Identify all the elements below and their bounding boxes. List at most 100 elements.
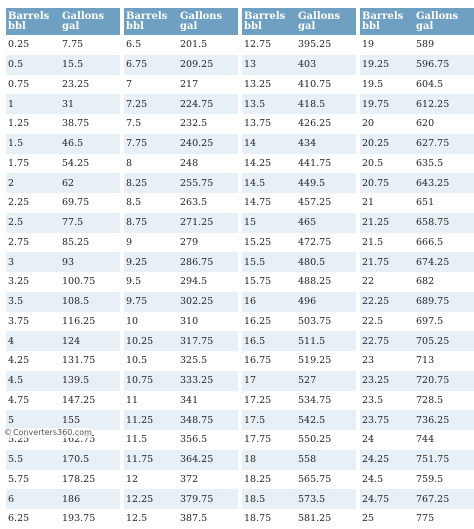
table-row: 4 124	[6, 331, 120, 351]
barrels-cell: 10.5	[124, 351, 178, 371]
table-row: 6.75 209.25	[124, 54, 238, 75]
barrels-cell: 7.5	[124, 114, 178, 134]
header-row: Barrels bbl Gallons gal	[6, 8, 120, 35]
barrels-cell: 11.75	[124, 449, 178, 470]
table-row: 23.5 728.5	[360, 390, 474, 411]
table-row: 20 620	[360, 114, 474, 134]
barrels-cell: 5.5	[6, 449, 60, 470]
barrels-cell: 17.5	[242, 410, 296, 430]
barrels-cell: 12	[124, 469, 178, 490]
gallons-cell: 410.75	[296, 74, 356, 95]
gallons-cell: 612.25	[414, 94, 474, 114]
table-row: 7.5 232.5	[124, 114, 238, 134]
table-row: 18 558	[242, 449, 356, 470]
table-row: 5.5 170.5	[6, 449, 120, 470]
table-row: 14.5 449.5	[242, 173, 356, 193]
gallons-cell: 46.5	[60, 133, 120, 154]
barrels-cell: 22.75	[360, 331, 414, 351]
table-row: 22.25 689.75	[360, 291, 474, 312]
gallons-cell: 736.25	[414, 410, 474, 430]
table-row: 21 651	[360, 193, 474, 213]
header-barrels: Barrels bbl	[6, 8, 60, 35]
gallons-cell: 372	[178, 469, 238, 490]
gallons-cell: 573.5	[296, 489, 356, 509]
table-row: 14 434	[242, 133, 356, 154]
barrels-cell: 21.5	[360, 232, 414, 253]
barrels-cell: 25	[360, 509, 414, 529]
gallons-cell: 596.75	[414, 54, 474, 75]
table-row: 14.75 457.25	[242, 193, 356, 213]
gallons-cell: 31	[60, 94, 120, 114]
gallons-cell: 341	[178, 390, 238, 411]
table-row: 13 403	[242, 54, 356, 75]
gallons-cell: 147.25	[60, 390, 120, 411]
table-row: 21.5 666.5	[360, 232, 474, 253]
table-row: 9.25 286.75	[124, 252, 238, 272]
gallons-cell: 635.5	[414, 153, 474, 174]
barrels-cell: 4	[6, 331, 60, 351]
barrels-cell: 13.75	[242, 114, 296, 134]
gallons-cell: 364.25	[178, 449, 238, 470]
barrels-cell: 9	[124, 232, 178, 253]
table-row: 2.75 85.25	[6, 232, 120, 253]
gallons-cell: 395.25	[296, 35, 356, 55]
table-row: 17.75 550.25	[242, 430, 356, 450]
barrels-cell: 21	[360, 193, 414, 213]
table-row: 24 744	[360, 430, 474, 450]
table-row: 20.25 627.75	[360, 133, 474, 154]
barrels-cell: 3.5	[6, 291, 60, 312]
gallons-cell: 728.5	[414, 390, 474, 411]
table-row: 6.25 193.75	[6, 509, 120, 529]
gallons-cell: 279	[178, 232, 238, 253]
header-row: Barrels bbl Gallons gal	[124, 8, 238, 35]
table-row: 23 713	[360, 351, 474, 371]
barrels-cell: 21.25	[360, 212, 414, 233]
header-barrels: Barrels bbl	[242, 8, 296, 35]
barrels-cell: 12.75	[242, 35, 296, 55]
barrels-cell: 4.25	[6, 351, 60, 371]
barrels-cell: 15.25	[242, 232, 296, 253]
table-row: 5.75 178.25	[6, 469, 120, 490]
gallons-cell: 558	[296, 449, 356, 470]
gallons-cell: 449.5	[296, 173, 356, 193]
table-row: 18.75 581.25	[242, 509, 356, 529]
gallons-cell: 116.25	[60, 311, 120, 332]
barrels-cell: 16.25	[242, 311, 296, 332]
table-row: 4.75 147.25	[6, 390, 120, 411]
barrels-cell: 0.5	[6, 54, 60, 75]
gallons-cell: 54.25	[60, 153, 120, 174]
table-row: 19.25 596.75	[360, 54, 474, 75]
barrels-cell: 22	[360, 272, 414, 292]
table-row: 24.25 751.75	[360, 449, 474, 470]
table-row: 22.5 697.5	[360, 311, 474, 332]
header-gallons: Gallons gal	[414, 8, 474, 35]
gallons-cell: 232.5	[178, 114, 238, 134]
gallons-cell: 759.5	[414, 469, 474, 490]
table-row: 15 465	[242, 212, 356, 233]
conversion-table-4: Barrels bbl Gallons gal 19 589 19.25 596.75 19.5…	[360, 8, 474, 529]
table-row: 11.25 348.75	[124, 410, 238, 430]
gallons-cell: 348.75	[178, 410, 238, 430]
table-row: 7.25 224.75	[124, 94, 238, 114]
table-row: 3.5 108.5	[6, 291, 120, 312]
barrels-cell: 12.25	[124, 489, 178, 509]
gallons-cell: 178.25	[60, 469, 120, 490]
barrels-cell: 1.5	[6, 133, 60, 154]
gallons-cell: 100.75	[60, 272, 120, 292]
gallons-cell: 294.5	[178, 272, 238, 292]
gallons-cell: 465	[296, 212, 356, 233]
barrels-cell: 2	[6, 173, 60, 193]
table-row: 0.25 7.75	[6, 35, 120, 55]
barrels-cell: 15.75	[242, 272, 296, 292]
gallons-cell: 542.5	[296, 410, 356, 430]
copyright-symbol: ©	[4, 428, 12, 437]
gallons-cell: 627.75	[414, 133, 474, 154]
gallons-cell: 403	[296, 54, 356, 75]
barrels-cell: 20.5	[360, 153, 414, 174]
gallons-cell: 767.25	[414, 489, 474, 509]
barrels-cell: 18.5	[242, 489, 296, 509]
table-row: 8.25 255.75	[124, 173, 238, 193]
gallons-cell: 496	[296, 291, 356, 312]
gallons-cell: 186	[60, 489, 120, 509]
gallons-cell: 457.25	[296, 193, 356, 213]
